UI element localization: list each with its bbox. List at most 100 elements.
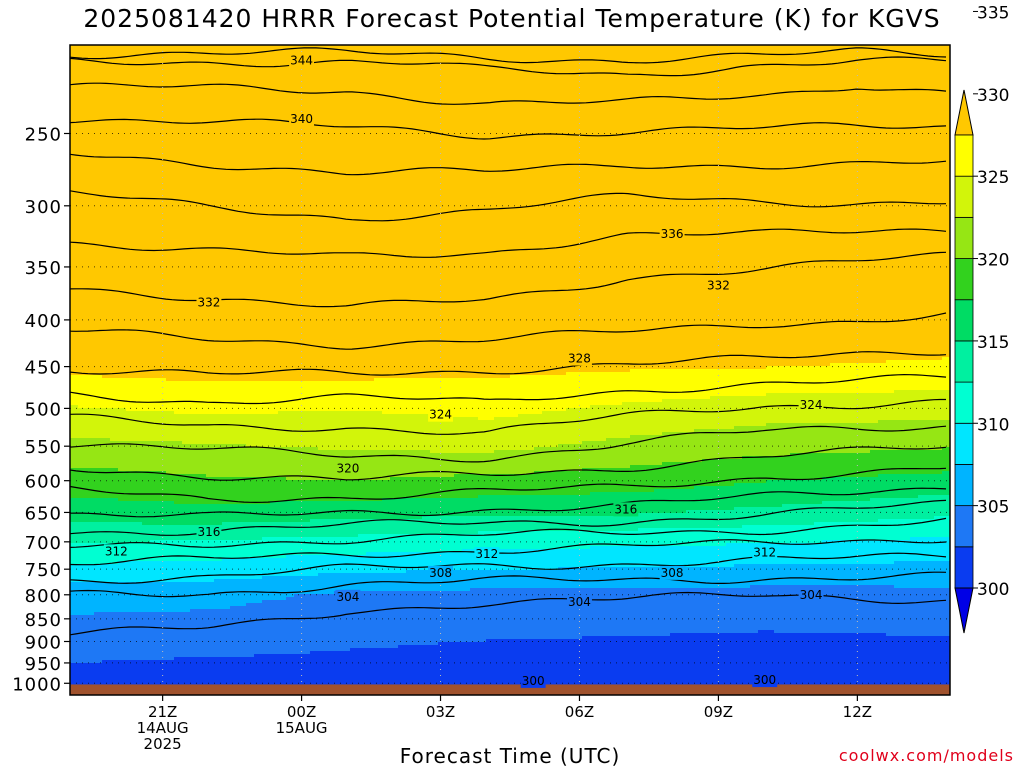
field-cell	[478, 531, 950, 535]
field-cell	[70, 204, 950, 208]
contour-label: 316	[197, 525, 220, 539]
contour-label-bg	[567, 595, 592, 610]
contour-label: 324	[429, 408, 452, 422]
field-cell	[70, 138, 950, 142]
field-cell	[686, 510, 950, 514]
field-cell	[70, 288, 950, 292]
field-cell	[70, 618, 950, 622]
contour-line	[70, 571, 947, 598]
field-cell	[222, 558, 950, 562]
field-cell	[70, 276, 950, 280]
field-cell	[70, 57, 950, 61]
field-cell	[70, 153, 950, 157]
field-cell	[582, 468, 950, 472]
field-cell	[70, 387, 950, 391]
contour-line	[70, 228, 947, 258]
field-cell	[110, 438, 607, 442]
contour-label: 312	[475, 547, 498, 561]
contour-label-bg	[335, 589, 361, 604]
field-cell	[286, 555, 950, 559]
field-cell	[142, 522, 223, 526]
credit-link[interactable]: coolwx.com/models	[838, 746, 1014, 765]
field-cell	[750, 585, 895, 589]
field-cell	[70, 390, 895, 394]
field-cell	[70, 576, 263, 580]
field-cell	[70, 231, 950, 235]
field-cell	[70, 525, 743, 529]
contour-layer	[70, 47, 947, 636]
field-cell	[70, 321, 950, 325]
field-cell	[494, 450, 871, 454]
field-cell	[766, 366, 950, 370]
field-cell	[70, 162, 950, 166]
field-cell	[70, 192, 950, 196]
contour-label: 304	[568, 595, 591, 609]
field-cell	[382, 498, 871, 502]
field-cell	[70, 573, 319, 577]
x-tick-label: 03Z	[426, 703, 455, 721]
field-cell	[942, 357, 950, 361]
contour-label-bg	[196, 525, 222, 540]
field-cell	[70, 255, 950, 259]
field-cell	[566, 372, 950, 376]
field-cell	[70, 216, 950, 220]
field-cell	[70, 486, 695, 490]
field-cell	[70, 483, 735, 487]
field-cell	[590, 492, 950, 496]
field-cell	[70, 402, 623, 406]
field-cell	[478, 417, 495, 421]
contour-label-bg	[520, 673, 546, 688]
field-cell	[70, 102, 950, 106]
field-cell	[310, 519, 879, 523]
field-cell	[254, 654, 950, 658]
contour-label-bg	[613, 502, 639, 517]
field-cell	[70, 315, 950, 319]
colorbar-label: 330	[977, 86, 1009, 106]
field-cell	[358, 534, 950, 538]
contour-label-bg	[474, 547, 500, 562]
field-cell	[886, 360, 950, 364]
field-cell	[118, 561, 895, 565]
y-tick-label: 850	[25, 610, 62, 631]
field-cell	[70, 423, 767, 427]
field-cell	[70, 369, 631, 373]
field-cell	[822, 477, 950, 481]
field-cell	[734, 507, 950, 511]
contour-line	[70, 118, 947, 140]
colorbar-extend-min	[954, 587, 974, 634]
field-cell	[70, 117, 950, 121]
field-cell	[70, 435, 631, 439]
field-cell	[246, 603, 950, 607]
y-tick-label: 600	[25, 472, 62, 493]
field-cell	[70, 228, 950, 232]
field-cell	[70, 615, 950, 619]
field-cell	[70, 45, 950, 49]
field-cell	[190, 609, 950, 613]
field-cell	[438, 642, 950, 646]
field-cell	[70, 180, 950, 184]
field-cell	[70, 477, 287, 481]
ground	[70, 684, 950, 695]
ground-layer	[70, 684, 950, 695]
field-cell	[102, 375, 511, 379]
contour-line	[70, 446, 947, 481]
field-cell	[734, 564, 950, 568]
field-cell	[70, 291, 950, 295]
field-cell	[350, 648, 950, 652]
field-cell	[70, 459, 703, 463]
field-cell	[310, 651, 950, 655]
field-cell	[70, 663, 950, 667]
field-cell	[70, 675, 950, 679]
x-tick-label: 06Z	[565, 703, 594, 721]
field-cell	[582, 636, 950, 640]
field-cell	[70, 279, 950, 283]
field-cell	[294, 594, 950, 598]
contour-label: 336	[661, 227, 684, 241]
field-cell	[70, 498, 119, 502]
field-cell	[510, 375, 950, 379]
field-cell	[70, 165, 950, 169]
field-cell	[70, 405, 79, 409]
field-cell	[470, 588, 950, 592]
field-cell	[70, 603, 247, 607]
field-cell	[870, 498, 950, 502]
